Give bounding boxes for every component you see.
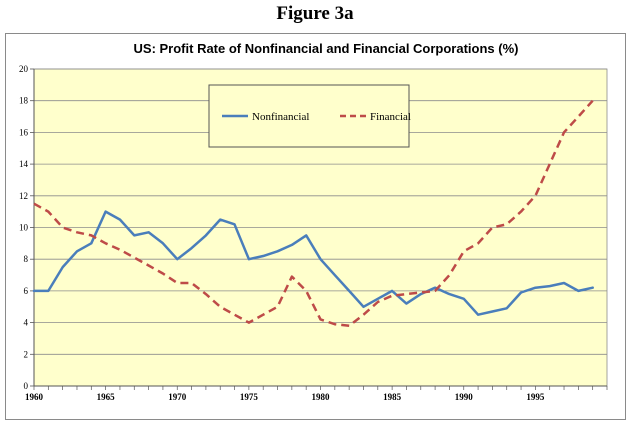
y-axis-ticks: 0 2 4 6 8 10 12 14 16 18 20 bbox=[19, 64, 34, 391]
y-tick-label: 16 bbox=[19, 127, 29, 137]
x-tick-label: 1965 bbox=[97, 392, 116, 402]
figure-label: Figure 3a bbox=[276, 3, 354, 24]
series-line-financial bbox=[33, 99, 594, 328]
y-tick-label: 2 bbox=[24, 349, 29, 359]
y-tick-label: 20 bbox=[19, 64, 29, 74]
y-tick-label: 6 bbox=[24, 286, 29, 296]
legend: Nonfinancial Financial bbox=[208, 84, 411, 148]
chart-container: US: Profit Rate of Nonfinancial and Fina… bbox=[5, 33, 626, 420]
x-tick-label: 1990 bbox=[455, 392, 474, 402]
x-tick-label: 1980 bbox=[312, 392, 331, 402]
x-tick-label: 1985 bbox=[383, 392, 402, 402]
x-tick-label: 1970 bbox=[168, 392, 187, 402]
y-tick-label: 4 bbox=[24, 318, 29, 328]
series-lines bbox=[32, 99, 594, 328]
x-tick-label: 1995 bbox=[526, 392, 545, 402]
legend-label-nonfinancial: Nonfinancial bbox=[252, 111, 309, 123]
x-tick-label: 1960 bbox=[25, 392, 44, 402]
chart-title: US: Profit Rate of Nonfinancial and Fina… bbox=[134, 41, 519, 56]
y-tick-label: 0 bbox=[24, 381, 29, 391]
y-tick-label: 18 bbox=[19, 96, 29, 106]
legend-label-financial: Financial bbox=[370, 111, 411, 123]
series-line-nonfinancial bbox=[32, 210, 594, 316]
x-tick-label: 1975 bbox=[240, 392, 259, 402]
line-chart: US: Profit Rate of Nonfinancial and Fina… bbox=[19, 41, 608, 402]
y-tick-label: 12 bbox=[19, 191, 28, 201]
y-tick-label: 8 bbox=[24, 254, 29, 264]
x-axis-ticks: 1960 1965 1970 1975 1980 1985 1990 1995 bbox=[25, 386, 608, 402]
y-tick-label: 14 bbox=[19, 159, 29, 169]
y-tick-label: 10 bbox=[19, 223, 29, 233]
